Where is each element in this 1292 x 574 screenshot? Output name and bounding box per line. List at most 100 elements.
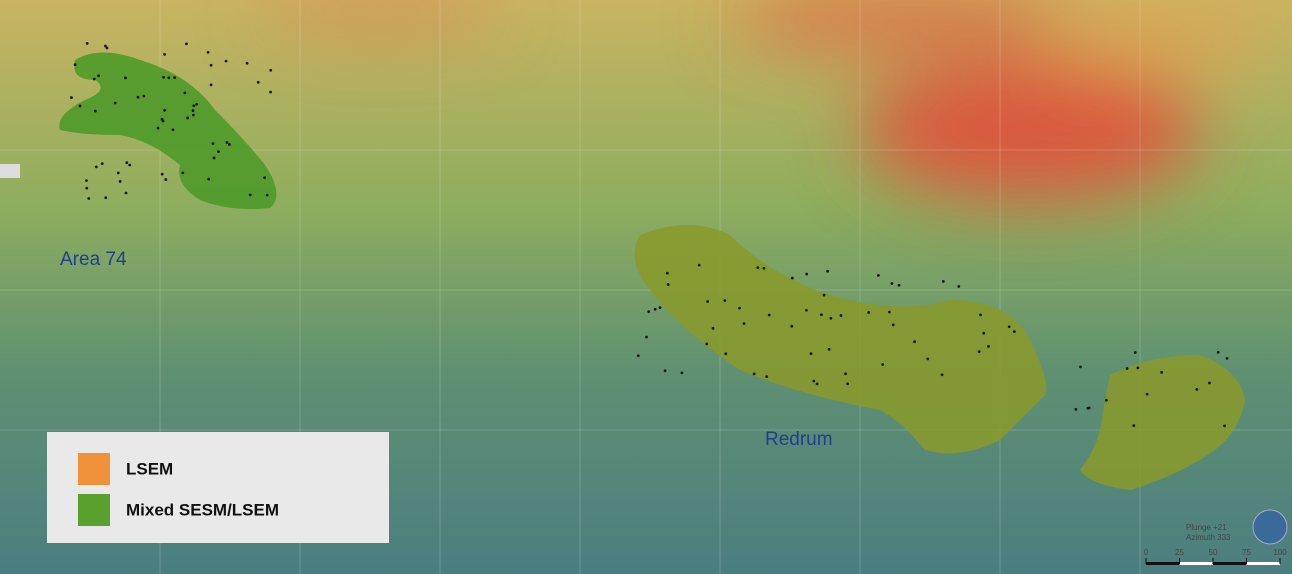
drill-hole xyxy=(162,75,165,79)
drill-hole xyxy=(705,342,709,346)
drill-hole xyxy=(163,53,166,56)
drill-hole xyxy=(647,310,651,314)
drill-hole xyxy=(164,178,168,181)
drill-hole xyxy=(186,116,190,120)
drill-hole xyxy=(723,299,727,302)
drill-hole xyxy=(85,186,89,190)
drill-hole xyxy=(891,323,895,327)
drill-hole xyxy=(128,163,132,167)
drill-hole xyxy=(645,335,648,339)
drill-hole xyxy=(185,42,188,46)
area-label: Redrum xyxy=(765,429,833,450)
drill-hole xyxy=(839,314,843,317)
drill-hole xyxy=(897,283,901,287)
drill-hole xyxy=(227,143,231,146)
drill-hole xyxy=(665,271,669,275)
scale-segment xyxy=(1179,562,1213,565)
east-body xyxy=(1080,355,1245,490)
drill-hole xyxy=(977,350,981,354)
drill-hole xyxy=(248,193,252,197)
area-74-body xyxy=(59,52,277,209)
drill-hole xyxy=(118,180,122,183)
drill-hole xyxy=(805,272,809,276)
drill-hole xyxy=(913,340,917,344)
drill-hole xyxy=(212,156,216,160)
azimuth: Azimuth 333 xyxy=(1186,533,1231,542)
drill-hole xyxy=(211,142,215,145)
drill-hole xyxy=(92,77,96,81)
drill-hole xyxy=(820,313,823,317)
drill-hole xyxy=(85,179,88,183)
drill-hole xyxy=(191,113,195,117)
drill-hole xyxy=(888,310,891,314)
drill-hole xyxy=(890,282,894,285)
drill-hole xyxy=(636,354,640,358)
drill-hole xyxy=(1223,424,1227,428)
drill-hole xyxy=(263,176,267,180)
drill-hole xyxy=(767,313,771,317)
legend: LSEM Mixed SESM/LSEM xyxy=(47,432,389,543)
drill-hole xyxy=(124,76,127,80)
drill-hole xyxy=(269,68,273,72)
drill-hole xyxy=(100,162,104,166)
drill-hole xyxy=(87,197,91,200)
drill-hole xyxy=(105,46,109,50)
drill-hole xyxy=(142,94,146,98)
drill-hole xyxy=(724,352,728,356)
drill-hole xyxy=(987,344,990,348)
scale-segment xyxy=(1213,562,1247,565)
drill-hole xyxy=(926,357,930,361)
plunge: Plunge +21 xyxy=(1186,523,1227,532)
drill-hole xyxy=(1216,350,1220,354)
drill-hole xyxy=(256,80,260,84)
drill-hole xyxy=(752,372,756,376)
drill-hole xyxy=(822,293,826,297)
drill-hole xyxy=(160,117,164,121)
scale-label: 0 xyxy=(1144,548,1149,557)
drill-hole xyxy=(1079,365,1082,369)
drill-hole xyxy=(93,109,97,113)
drill-hole xyxy=(209,63,213,67)
drill-hole xyxy=(73,63,77,67)
drill-hole xyxy=(173,76,177,80)
drill-hole xyxy=(1225,356,1229,360)
drill-hole xyxy=(1012,330,1016,333)
drill-hole xyxy=(742,322,746,325)
drill-hole xyxy=(167,76,171,80)
drill-hole xyxy=(653,307,657,311)
drill-hole xyxy=(94,165,98,169)
drill-hole xyxy=(1195,387,1199,391)
drill-hole xyxy=(224,59,228,63)
drill-hole xyxy=(790,276,794,280)
drill-hole xyxy=(225,141,229,144)
drill-hole xyxy=(867,311,871,314)
drill-hole xyxy=(156,126,160,130)
drill-hole xyxy=(881,363,885,366)
drill-hole xyxy=(124,191,128,195)
drill-hole xyxy=(191,109,195,112)
drill-hole xyxy=(78,104,82,108)
drill-hole xyxy=(844,372,847,376)
drill-hole xyxy=(876,273,880,277)
drill-hole xyxy=(1132,424,1136,428)
scale-label: 25 xyxy=(1175,548,1184,557)
scale-segment xyxy=(1246,562,1280,565)
drill-hole xyxy=(207,177,211,181)
drill-hole xyxy=(183,91,187,95)
drill-hole xyxy=(805,308,808,312)
drill-hole xyxy=(206,50,210,54)
drill-hole xyxy=(1007,325,1011,329)
drill-hole xyxy=(269,90,272,94)
drill-hole xyxy=(104,44,107,48)
drill-hole xyxy=(160,172,164,176)
drill-hole xyxy=(104,196,108,200)
compass-globe xyxy=(1252,509,1288,545)
drill-hole xyxy=(113,101,117,105)
drill-hole xyxy=(181,171,185,175)
drill-hole xyxy=(826,269,830,273)
drill-hole xyxy=(941,279,945,283)
drill-hole xyxy=(85,41,89,45)
drill-hole xyxy=(116,171,120,175)
drill-hole xyxy=(711,326,715,330)
